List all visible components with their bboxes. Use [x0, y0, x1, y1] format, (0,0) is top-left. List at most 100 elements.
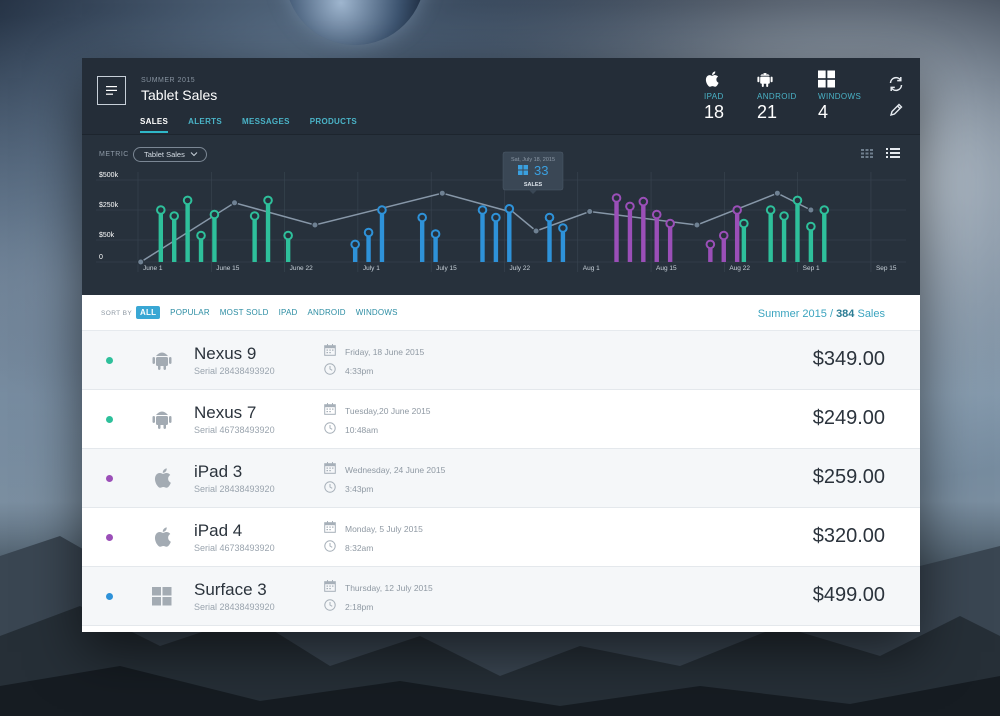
- grid-view-icon[interactable]: [859, 145, 875, 161]
- android-bar-cap: [779, 211, 789, 221]
- android-bar: [212, 214, 217, 262]
- sale-price: $249.00: [812, 407, 885, 429]
- chart-y-axis: $500k $250k $50k 0: [99, 172, 119, 261]
- windows-bar: [352, 244, 358, 262]
- sort-android[interactable]: ANDROID: [307, 308, 346, 317]
- device-name: Nexus 7: [194, 403, 257, 422]
- device-serial: Serial 28438493920: [194, 484, 275, 494]
- clock-icon: [324, 422, 336, 434]
- android-bar-cap: [806, 221, 816, 232]
- platform-dot: [106, 416, 113, 423]
- trend-point: [231, 199, 239, 207]
- windows-bar-cap: [544, 212, 555, 223]
- tab-products[interactable]: PRODUCTS: [309, 117, 358, 126]
- android-bar-cap: [283, 230, 293, 241]
- sort-all[interactable]: ALL: [136, 306, 161, 319]
- x-tick-label: June 15: [216, 265, 240, 272]
- summary-separator: /: [826, 308, 837, 320]
- sale-time: 8:32am: [345, 543, 374, 553]
- sale-date: Tuesday,20 June 2015: [345, 406, 431, 416]
- y-tick-label: $250k: [99, 202, 119, 209]
- trend-point: [438, 189, 446, 197]
- sort-popular[interactable]: POPULAR: [170, 308, 210, 317]
- windows-bar: [560, 228, 566, 262]
- list-item[interactable]: iPad 3 Serial 28438493920 Wednesday, 24 …: [82, 449, 920, 508]
- windows-bar: [493, 217, 499, 262]
- sort-options: ALL POPULAR MOST SOLD IPAD ANDROID WINDO…: [136, 306, 408, 319]
- clock-icon: [324, 363, 336, 375]
- android-bar-cap: [792, 195, 803, 206]
- trend-point: [532, 227, 540, 235]
- metric-label: METRIC: [99, 151, 129, 158]
- ipad-bar-cap: [732, 205, 742, 215]
- dashboard-window: SUMMER 2015 Tablet Sales SALES ALERTS ME…: [82, 58, 920, 632]
- metric-dropdown[interactable]: Tablet Sales: [133, 147, 207, 162]
- device-name: iPad 3: [194, 462, 243, 481]
- sort-windows[interactable]: WINDOWS: [355, 308, 398, 317]
- android-bar: [158, 210, 164, 262]
- ipad-bar-cap: [638, 196, 649, 207]
- list-item[interactable]: iPad 4 Serial 46738493920 Monday, 5 July…: [82, 508, 920, 567]
- chart-x-axis: June 1 June 15 June 22 July 1 July 15 July 22…: [143, 265, 897, 272]
- sort-ipad[interactable]: IPAD: [278, 308, 298, 317]
- device-name: Surface 3: [194, 580, 267, 599]
- android-bar-cap: [209, 209, 220, 220]
- android-bar-cap: [169, 211, 180, 221]
- device-serial: Serial 28438493920: [194, 366, 275, 376]
- android-bar: [285, 235, 291, 262]
- windows-bar: [507, 208, 512, 262]
- sale-price: $349.00: [812, 348, 885, 370]
- ipad-bar: [627, 206, 633, 262]
- refresh-icon[interactable]: [887, 75, 905, 93]
- platform-ipad-stat[interactable]: IPAD 18: [704, 70, 724, 123]
- list-item[interactable]: Surface 3 Serial 28438493920 Thursday, 1…: [82, 567, 920, 626]
- android-bar-cap: [739, 218, 749, 229]
- sort-most-sold[interactable]: MOST SOLD: [219, 308, 269, 317]
- platform-dot: [106, 534, 113, 541]
- x-tick-label: Aug 22: [729, 265, 750, 272]
- x-tick-label: June 22: [290, 265, 314, 272]
- windows-bar-cap: [350, 239, 360, 250]
- android-label: ANDROID: [757, 92, 797, 101]
- sales-chart[interactable]: $500k $250k $50k 0 June 1 June 15 June 22 July…: [82, 135, 920, 296]
- platform-windows-stat[interactable]: WINDOWS 4: [818, 70, 861, 123]
- platform-dot: [106, 475, 113, 482]
- tab-alerts[interactable]: ALERTS: [188, 117, 222, 126]
- ipad-bar: [667, 223, 673, 262]
- windows-bar: [433, 234, 438, 262]
- list-item[interactable]: Nexus 9 Serial 28438493920 Friday, 18 Ju…: [82, 331, 920, 390]
- clock-icon: [324, 481, 336, 493]
- tab-sales[interactable]: SALES: [140, 117, 169, 133]
- apple-icon: [154, 468, 171, 488]
- page-title: Tablet Sales: [141, 87, 218, 103]
- windows-bar-cap: [377, 205, 387, 215]
- x-tick-label: July 15: [436, 265, 457, 272]
- chart-bars: [156, 193, 830, 262]
- ipad-bar: [614, 198, 619, 262]
- platform-android-stat[interactable]: ANDROID 21: [757, 70, 797, 123]
- android-bar-cap: [196, 230, 206, 241]
- summary-period: Summer 2015: [757, 308, 827, 320]
- x-tick-label: July 22: [509, 265, 530, 272]
- sales-list: Nexus 9 Serial 28438493920 Friday, 18 Ju…: [82, 331, 920, 626]
- tab-messages[interactable]: MESSAGES: [241, 117, 290, 126]
- menu-button[interactable]: [97, 76, 126, 105]
- background-planet: [285, 0, 425, 45]
- android-bar: [172, 216, 177, 262]
- calendar-icon: [324, 403, 336, 415]
- list-item[interactable]: Nexus 7 Serial 46738493920 Tuesday,20 Ju…: [82, 390, 920, 449]
- android-bar-cap: [819, 205, 830, 215]
- windows-bar: [480, 210, 485, 262]
- android-bar: [781, 216, 787, 262]
- tooltip-value: 33: [534, 163, 548, 178]
- ipad-bar-cap: [665, 218, 675, 229]
- sort-bar: SORT BY ALL POPULAR MOST SOLD IPAD ANDRO…: [82, 295, 920, 331]
- list-view-icon[interactable]: [885, 145, 901, 161]
- ipad-bar: [641, 201, 646, 262]
- windows-bar-cap: [363, 227, 374, 238]
- android-count: 21: [757, 102, 778, 122]
- page-subtitle: SUMMER 2015: [141, 77, 196, 84]
- summary-count: 384: [836, 308, 855, 320]
- pencil-icon[interactable]: [887, 101, 905, 119]
- android-bar: [265, 200, 271, 262]
